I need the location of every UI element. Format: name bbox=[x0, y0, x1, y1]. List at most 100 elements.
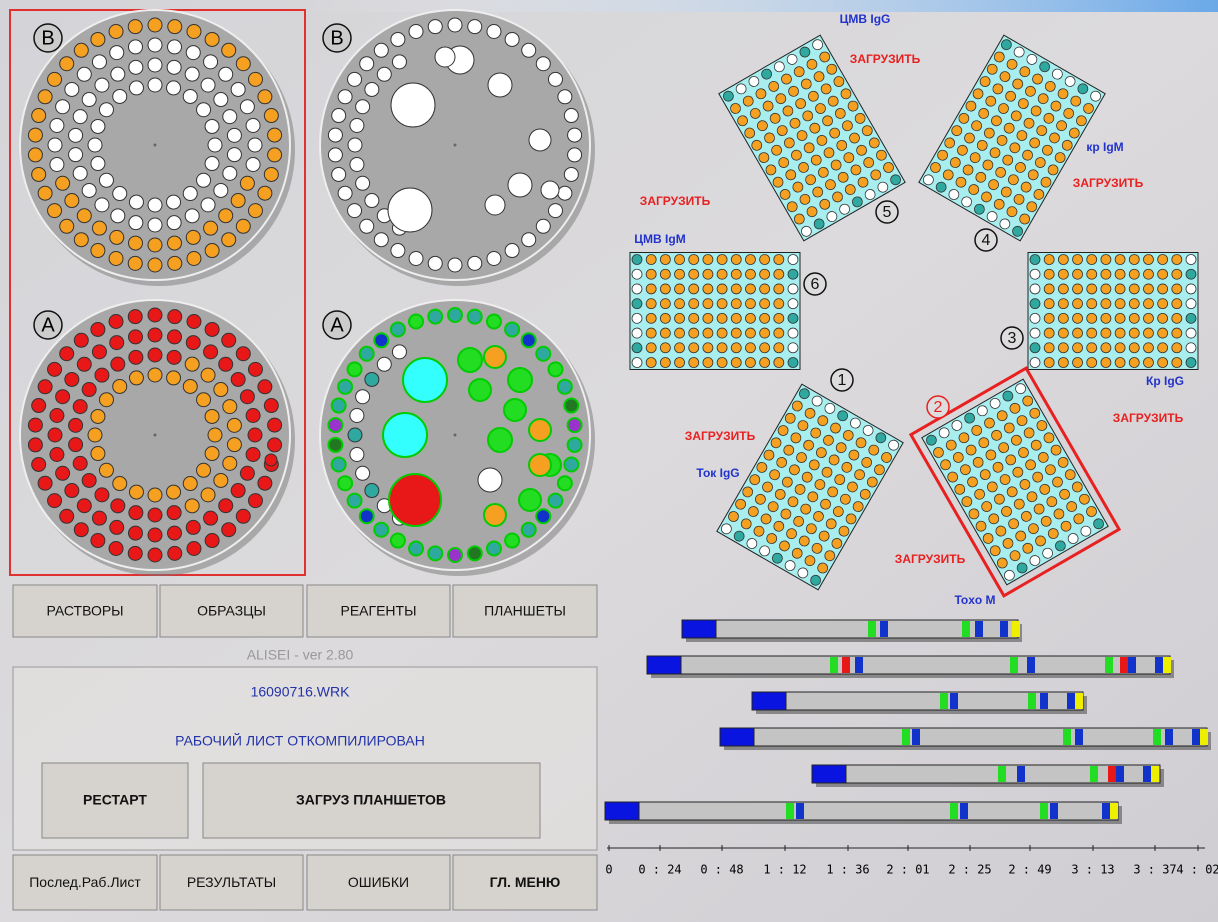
button[interactable] bbox=[306, 854, 451, 911]
plate-well bbox=[1157, 298, 1169, 310]
plate-number: 5 bbox=[875, 200, 899, 224]
load-link[interactable]: ЗАГРУЗИТЬ bbox=[1073, 176, 1144, 190]
well bbox=[98, 102, 114, 118]
plate-well bbox=[791, 400, 803, 412]
run-step bbox=[1075, 693, 1083, 709]
plate-well bbox=[1100, 298, 1112, 310]
plate-well bbox=[786, 201, 798, 213]
load-plates-button[interactable] bbox=[202, 762, 541, 839]
plate-well bbox=[843, 152, 855, 164]
well bbox=[81, 382, 97, 398]
plate-well bbox=[812, 186, 824, 198]
plate-well bbox=[837, 410, 849, 422]
plate-well bbox=[1068, 127, 1080, 139]
plate-well bbox=[1019, 66, 1031, 78]
well bbox=[203, 344, 219, 360]
plate-well bbox=[819, 198, 831, 210]
well bbox=[108, 540, 124, 556]
plate-well bbox=[759, 357, 771, 368]
plate-well bbox=[964, 132, 975, 144]
plate-well bbox=[821, 466, 833, 478]
well bbox=[128, 505, 144, 521]
well bbox=[207, 137, 223, 153]
plate[interactable] bbox=[918, 34, 1106, 242]
button[interactable] bbox=[12, 584, 158, 638]
reagent-well bbox=[264, 453, 278, 467]
plate-well bbox=[951, 420, 963, 431]
plate-well bbox=[804, 555, 816, 567]
plate-well bbox=[1013, 498, 1025, 510]
button[interactable] bbox=[159, 584, 304, 638]
well bbox=[47, 137, 63, 153]
plate-well bbox=[861, 457, 873, 468]
run-start bbox=[719, 727, 755, 747]
well bbox=[355, 175, 371, 191]
well bbox=[73, 232, 89, 248]
well bbox=[535, 345, 552, 362]
button[interactable] bbox=[452, 584, 598, 638]
well bbox=[521, 42, 537, 58]
well bbox=[447, 17, 463, 33]
button[interactable] bbox=[159, 854, 304, 911]
load-link[interactable]: ЗАГРУЗИТЬ bbox=[640, 194, 711, 208]
plate-well bbox=[795, 98, 807, 110]
plate-well bbox=[965, 444, 977, 456]
plate[interactable] bbox=[718, 34, 906, 242]
plate-well bbox=[824, 403, 836, 414]
load-link[interactable]: ЗАГРУЗИТЬ bbox=[685, 429, 756, 443]
button[interactable] bbox=[306, 584, 451, 638]
well bbox=[76, 208, 92, 224]
plate[interactable] bbox=[1027, 252, 1199, 370]
well bbox=[37, 379, 53, 395]
plate-well bbox=[745, 357, 756, 368]
plate-well bbox=[1171, 298, 1183, 310]
plate[interactable] bbox=[716, 383, 904, 591]
plate-well bbox=[770, 437, 782, 449]
well bbox=[49, 117, 65, 133]
load-link[interactable]: ЗАГРУЗИТЬ bbox=[1113, 411, 1184, 425]
plate-well bbox=[805, 174, 817, 186]
restart-button[interactable] bbox=[41, 762, 189, 839]
plate-well bbox=[982, 533, 994, 544]
plate-well bbox=[1079, 493, 1090, 505]
plate-well bbox=[764, 132, 775, 144]
button[interactable] bbox=[12, 854, 158, 911]
plate-well bbox=[716, 327, 728, 339]
plate-well bbox=[674, 342, 685, 354]
well bbox=[49, 407, 65, 423]
plate-well bbox=[856, 144, 867, 156]
run-step bbox=[1153, 729, 1161, 745]
run-step bbox=[1040, 803, 1048, 819]
plate-well bbox=[1128, 327, 1140, 339]
load-link[interactable]: ЗАГРУЗИТЬ bbox=[850, 52, 921, 66]
plate-well bbox=[716, 268, 728, 280]
plate-well bbox=[1185, 283, 1197, 295]
well bbox=[184, 66, 200, 82]
plate-well bbox=[645, 357, 657, 368]
well bbox=[90, 408, 106, 424]
time-label: 2 : 25 bbox=[948, 863, 991, 877]
well bbox=[566, 417, 583, 434]
plate-well bbox=[992, 83, 1004, 95]
button[interactable] bbox=[452, 854, 598, 911]
well bbox=[204, 31, 220, 47]
plate-well bbox=[1044, 81, 1056, 92]
load-link[interactable]: ЗАГРУЗИТЬ bbox=[895, 552, 966, 566]
plate-well bbox=[798, 388, 810, 400]
plate-well bbox=[989, 398, 1001, 409]
plate-well bbox=[749, 474, 761, 486]
well bbox=[447, 547, 463, 563]
well bbox=[226, 147, 242, 163]
plate-well bbox=[827, 486, 839, 498]
plate-well bbox=[930, 162, 941, 173]
plate-well bbox=[1017, 98, 1029, 110]
plate-well bbox=[993, 51, 1005, 63]
plate[interactable] bbox=[908, 366, 1122, 598]
well bbox=[337, 378, 354, 395]
well bbox=[182, 476, 198, 492]
plate[interactable] bbox=[629, 252, 801, 370]
well bbox=[27, 437, 43, 453]
plate-well bbox=[767, 501, 779, 513]
plate-number-circle bbox=[1000, 326, 1024, 350]
well bbox=[337, 475, 354, 492]
